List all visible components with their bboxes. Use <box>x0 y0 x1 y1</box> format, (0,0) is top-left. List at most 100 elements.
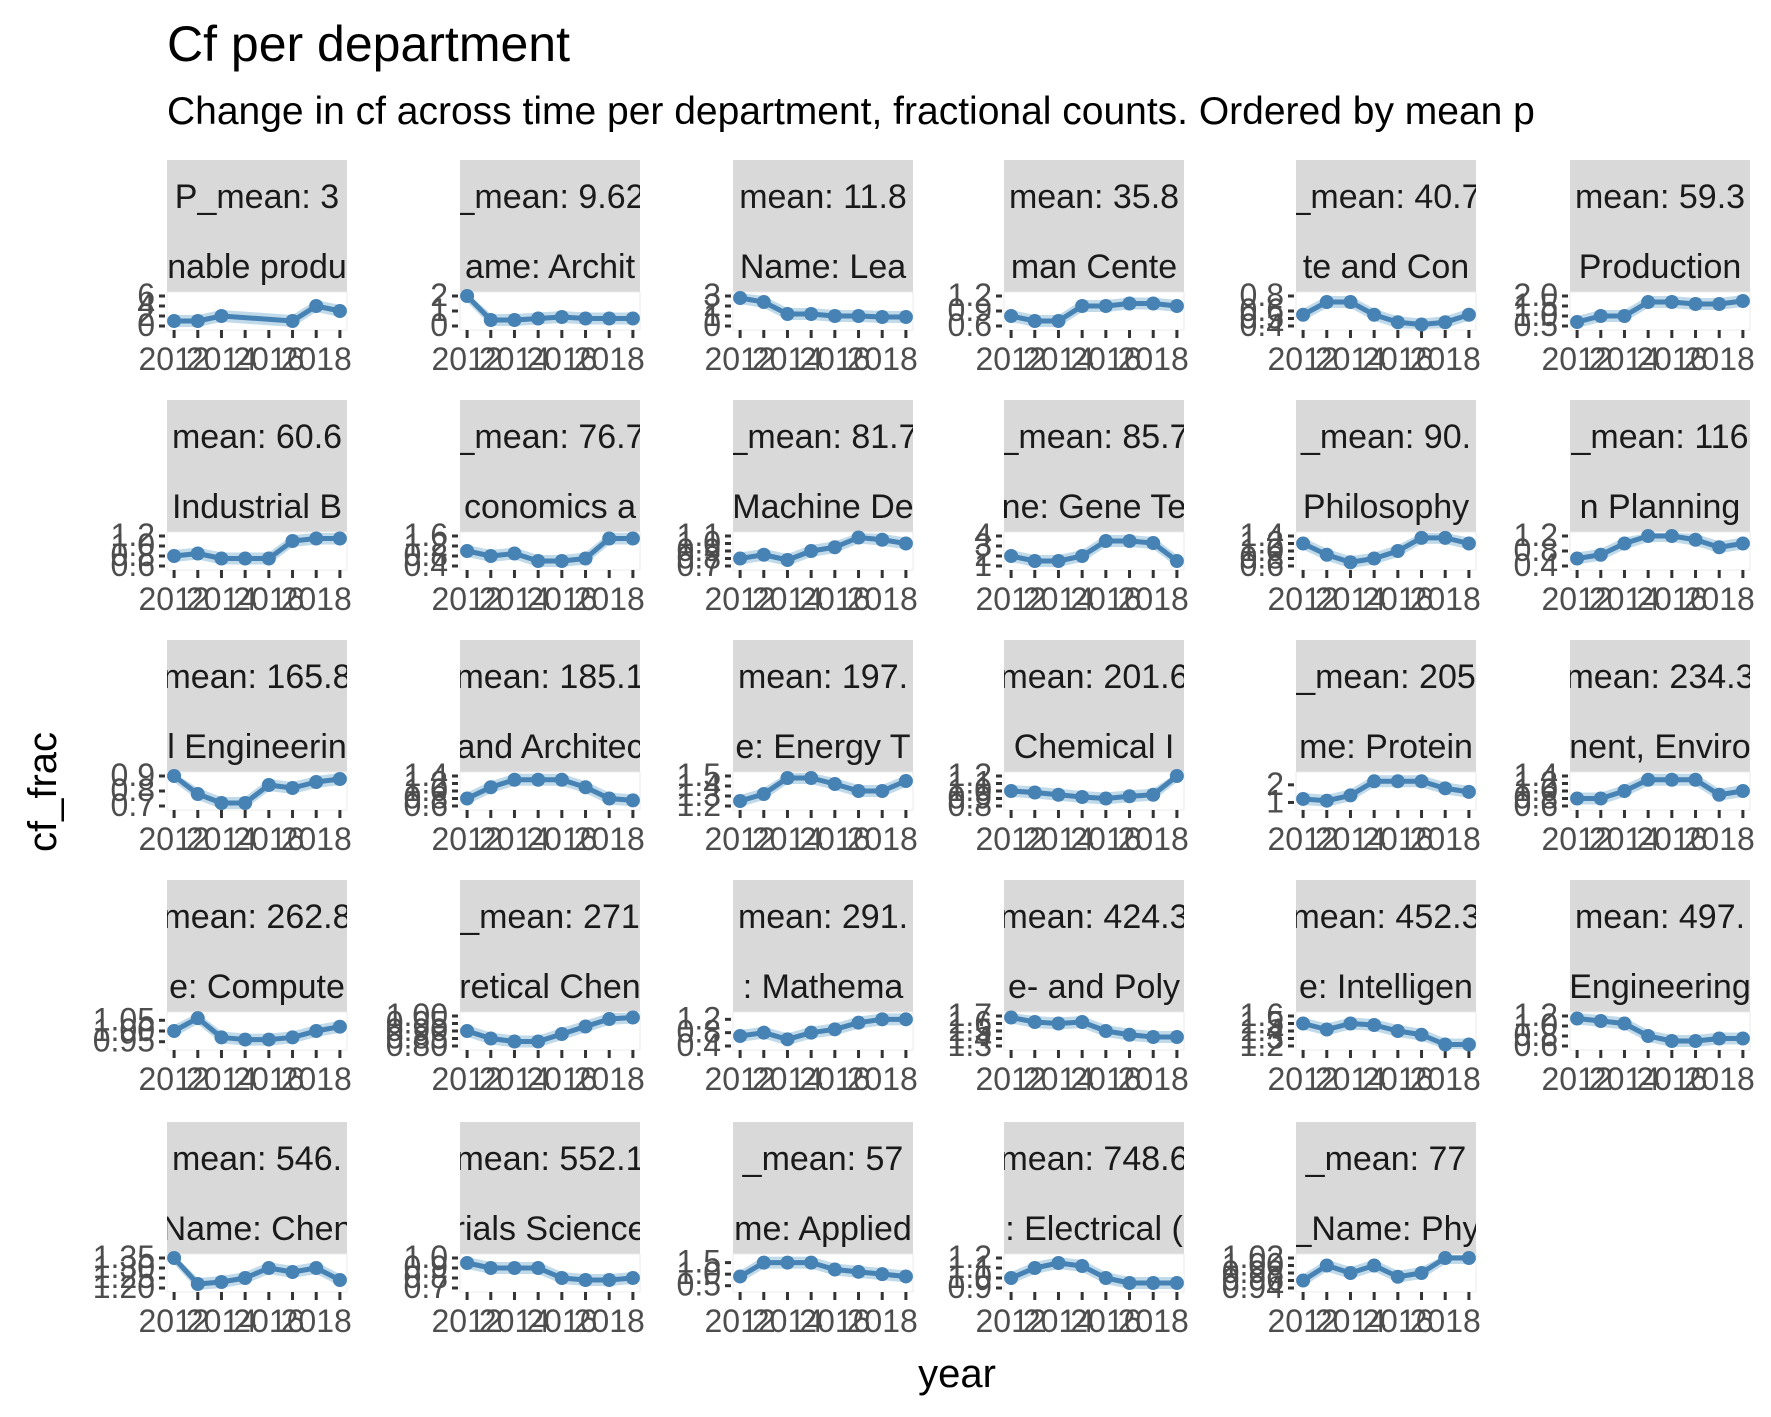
x-tick-label: 2016 <box>799 821 870 857</box>
data-point <box>1319 1258 1334 1273</box>
facet-name-label: te and Con <box>1303 248 1469 286</box>
data-point <box>483 313 498 327</box>
data-point <box>1296 536 1311 551</box>
data-point <box>1027 785 1042 800</box>
data-point <box>190 1011 205 1026</box>
x-tick-label: 2014 <box>1315 821 1386 857</box>
data-point <box>780 1255 795 1270</box>
facet-strip <box>1570 400 1750 532</box>
x-tick-label: 2012 <box>705 581 776 617</box>
data-point <box>1169 1276 1184 1290</box>
data-point <box>625 1271 640 1285</box>
data-point <box>827 540 842 555</box>
data-point <box>602 311 617 326</box>
x-tick-label: 2012 <box>1268 581 1339 617</box>
facet-mean-label: mean: 452.3 <box>1291 898 1480 936</box>
y-tick-label: 1 <box>1266 783 1284 819</box>
facet-panel: mean: 748.6: Electrical (1.21.11.00.9201… <box>948 1122 1189 1339</box>
data-point <box>1438 1037 1453 1052</box>
x-tick-label: 2018 <box>574 1303 645 1339</box>
x-tick-label: 2016 <box>1636 821 1707 857</box>
data-point <box>1027 314 1042 328</box>
data-point <box>1390 315 1405 330</box>
facet-panel: mean: 546. Name: Chen1.351.301.251.202012… <box>93 1122 352 1339</box>
facet-strip <box>460 640 640 772</box>
facet-strip <box>733 880 913 1012</box>
x-tick-label: 2018 <box>1684 341 1755 377</box>
data-point <box>1027 554 1042 568</box>
y-tick-label: 0.6 <box>404 787 448 823</box>
data-point <box>1664 529 1679 543</box>
y-tick-label: 0.95 <box>386 1005 448 1041</box>
facet-name-label: and Architec <box>456 728 643 766</box>
y-tick-label: 0.9 <box>404 1249 448 1285</box>
facet-name-label: Production <box>1579 248 1742 286</box>
facet-mean-label: _mean: 57 <box>742 1140 904 1178</box>
data-point <box>875 532 890 547</box>
y-tick-label: 0.8 <box>1514 532 1558 568</box>
data-point <box>1593 791 1608 806</box>
data-point <box>1146 1276 1161 1290</box>
data-point <box>1343 1016 1358 1031</box>
data-point <box>898 1269 913 1284</box>
y-tick-label: 1.0 <box>1240 532 1284 568</box>
data-point <box>1367 774 1382 789</box>
x-tick-label: 2018 <box>281 581 352 617</box>
data-point <box>214 551 229 566</box>
data-point <box>1593 309 1608 323</box>
y-tick-label: 0 <box>703 307 721 343</box>
data-point <box>214 1275 229 1289</box>
x-tick-label: 2018 <box>1684 1061 1755 1097</box>
y-tick-label: 1.5 <box>677 757 721 793</box>
x-tick-label: 2014 <box>479 581 550 617</box>
data-point <box>851 530 866 545</box>
data-point <box>602 1273 617 1287</box>
x-tick-label: 2012 <box>432 581 503 617</box>
x-tick-label: 2014 <box>1589 581 1660 617</box>
y-tick-label: 1.6 <box>948 1005 992 1041</box>
x-tick-label: 2016 <box>1362 1303 1433 1339</box>
y-tick-label: 1.4 <box>1514 757 1558 793</box>
x-tick-label: 2014 <box>479 821 550 857</box>
x-tick-label: 2014 <box>1315 341 1386 377</box>
x-tick-label: 2016 <box>1636 341 1707 377</box>
x-tick-label: 2012 <box>139 821 210 857</box>
data-point <box>602 1012 617 1026</box>
x-tick-label: 2016 <box>1636 581 1707 617</box>
data-point <box>804 307 819 321</box>
facet-name-label: e: Intelligen <box>1299 968 1473 1006</box>
y-tick-label: 0.8 <box>404 1259 448 1295</box>
x-tick-label: 2016 <box>799 1061 870 1097</box>
x-tick-label: 2018 <box>1410 341 1481 377</box>
facet-strip <box>1004 640 1184 772</box>
data-point <box>1169 554 1184 568</box>
facet-strip <box>1570 160 1750 292</box>
data-point <box>190 1277 205 1291</box>
data-point <box>851 1015 866 1030</box>
y-tick-label: 1.4 <box>404 757 448 793</box>
data-point <box>1390 544 1405 558</box>
data-point <box>756 547 771 562</box>
data-point <box>1319 793 1334 808</box>
x-tick-label: 2014 <box>752 581 823 617</box>
facet-mean-label: mean: 424.3 <box>999 898 1188 936</box>
data-point <box>309 531 324 546</box>
facet-strip <box>167 640 347 772</box>
data-point <box>851 309 866 323</box>
facet-strip <box>1004 160 1184 292</box>
data-point <box>531 311 546 326</box>
data-point <box>1367 551 1382 566</box>
x-axis-title: year <box>918 1352 996 1396</box>
y-tick-label: 1.0 <box>948 1259 992 1295</box>
facet-mean-label: mean: 234.3 <box>1565 658 1754 696</box>
y-tick-label: 1.1 <box>948 765 992 801</box>
facet-panel: mean: 424.3e- and Poly1.71.61.51.41.3201… <box>948 880 1189 1097</box>
y-tick-label: 0.6 <box>1514 787 1558 823</box>
y-tick-label: 1.4 <box>948 1020 992 1056</box>
y-tick-label: 0.9 <box>948 780 992 816</box>
data-point <box>1664 772 1679 787</box>
facet-mean-label: mean: 552.1 <box>455 1140 644 1178</box>
